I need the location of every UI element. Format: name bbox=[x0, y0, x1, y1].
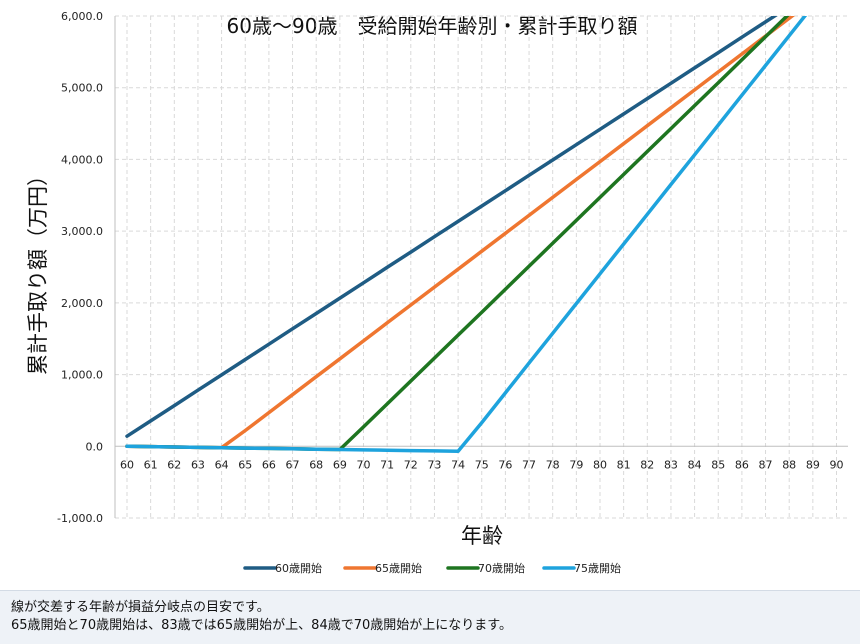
y-tick-label: 1,000.0 bbox=[61, 369, 103, 382]
x-tick-label: 79 bbox=[569, 458, 583, 471]
grid bbox=[115, 15, 848, 519]
y-tick-label: 6,000.0 bbox=[61, 10, 103, 23]
x-axis-title: 年齢 bbox=[461, 524, 503, 548]
x-tick-label: 67 bbox=[286, 458, 300, 471]
chart-title: 60歳～90歳 受給開始年齢別・累計手取り額 bbox=[227, 14, 638, 38]
y-tick-label: 3,000.0 bbox=[61, 225, 103, 238]
x-tick-label: 69 bbox=[333, 458, 347, 471]
x-tick-label: 75 bbox=[475, 458, 489, 471]
x-tick-label: 78 bbox=[546, 458, 560, 471]
series-line-65歳開始 bbox=[125, 16, 795, 450]
legend-label: 60歳開始 bbox=[275, 561, 322, 575]
x-tick-label: 77 bbox=[522, 458, 536, 471]
y-tick-label: 2,000.0 bbox=[61, 297, 103, 310]
x-tick-label: 64 bbox=[215, 458, 229, 471]
x-tick-label: 70 bbox=[357, 458, 371, 471]
note-line-1: 線が交差する年齢が損益分岐点の目安です。 bbox=[11, 600, 270, 615]
y-tick-label: 4,000.0 bbox=[61, 153, 103, 166]
legend: 60歳開始 65歳開始 70歳開始 75歳開始 bbox=[243, 561, 621, 575]
note-panel: 線が交差する年齢が損益分岐点の目安です。 65歳開始と70歳開始は、83歳では6… bbox=[0, 590, 860, 644]
series-line-60歳開始 bbox=[125, 16, 778, 438]
y-tick-label: -1,000.0 bbox=[57, 512, 103, 525]
x-tick-label: 80 bbox=[593, 458, 607, 471]
y-tick-label: 5,000.0 bbox=[61, 82, 103, 95]
x-tick-label: 81 bbox=[617, 458, 631, 471]
legend-label: 65歳開始 bbox=[375, 561, 422, 575]
x-tick-label: 66 bbox=[262, 458, 276, 471]
x-tick-label: 87 bbox=[759, 458, 773, 471]
series-lines bbox=[125, 16, 808, 454]
chart-area: 60歳～90歳 受給開始年齢別・累計手取り額 累計手取り額（万円） 年齢 6,0… bbox=[26, 10, 848, 575]
x-tick-label: 86 bbox=[735, 458, 749, 471]
legend-label: 75歳開始 bbox=[574, 561, 621, 575]
x-tick-label: 68 bbox=[309, 458, 323, 471]
axes: 6,000.0 5,000.0 4,000.0 3,000.0 2,000.0 1,000… bbox=[57, 10, 848, 525]
y-tick-label: 0.0 bbox=[86, 440, 104, 453]
x-tick-label: 65 bbox=[238, 458, 252, 471]
x-tick-label: 84 bbox=[688, 458, 702, 471]
x-tick-label: 63 bbox=[191, 458, 205, 471]
x-tick-label: 72 bbox=[404, 458, 418, 471]
legend-label: 70歳開始 bbox=[478, 561, 525, 575]
note-line-2: 65歳開始と70歳開始は、83歳では65歳開始が上、84歳で70歳開始が上になり… bbox=[11, 618, 512, 633]
x-tick-label: 90 bbox=[830, 458, 844, 471]
x-tick-label: 89 bbox=[806, 458, 820, 471]
x-tick-label: 85 bbox=[711, 458, 725, 471]
x-tick-label: 73 bbox=[427, 458, 441, 471]
line-chart: 60歳～90歳 受給開始年齢別・累計手取り額 累計手取り額（万円） 年齢 6,0… bbox=[26, 10, 848, 575]
series-line-75歳開始 bbox=[125, 16, 808, 454]
x-tick-label: 82 bbox=[640, 458, 654, 471]
x-tick-label: 74 bbox=[451, 458, 465, 471]
x-tick-label: 61 bbox=[144, 458, 158, 471]
x-tick-label: 76 bbox=[498, 458, 512, 471]
x-tick-label: 83 bbox=[664, 458, 678, 471]
x-tick-label: 60 bbox=[120, 458, 134, 471]
y-axis-title: 累計手取り額（万円） bbox=[26, 165, 50, 375]
x-tick-label: 71 bbox=[380, 458, 394, 471]
x-tick-label: 62 bbox=[167, 458, 181, 471]
x-tick-label: 88 bbox=[782, 458, 796, 471]
